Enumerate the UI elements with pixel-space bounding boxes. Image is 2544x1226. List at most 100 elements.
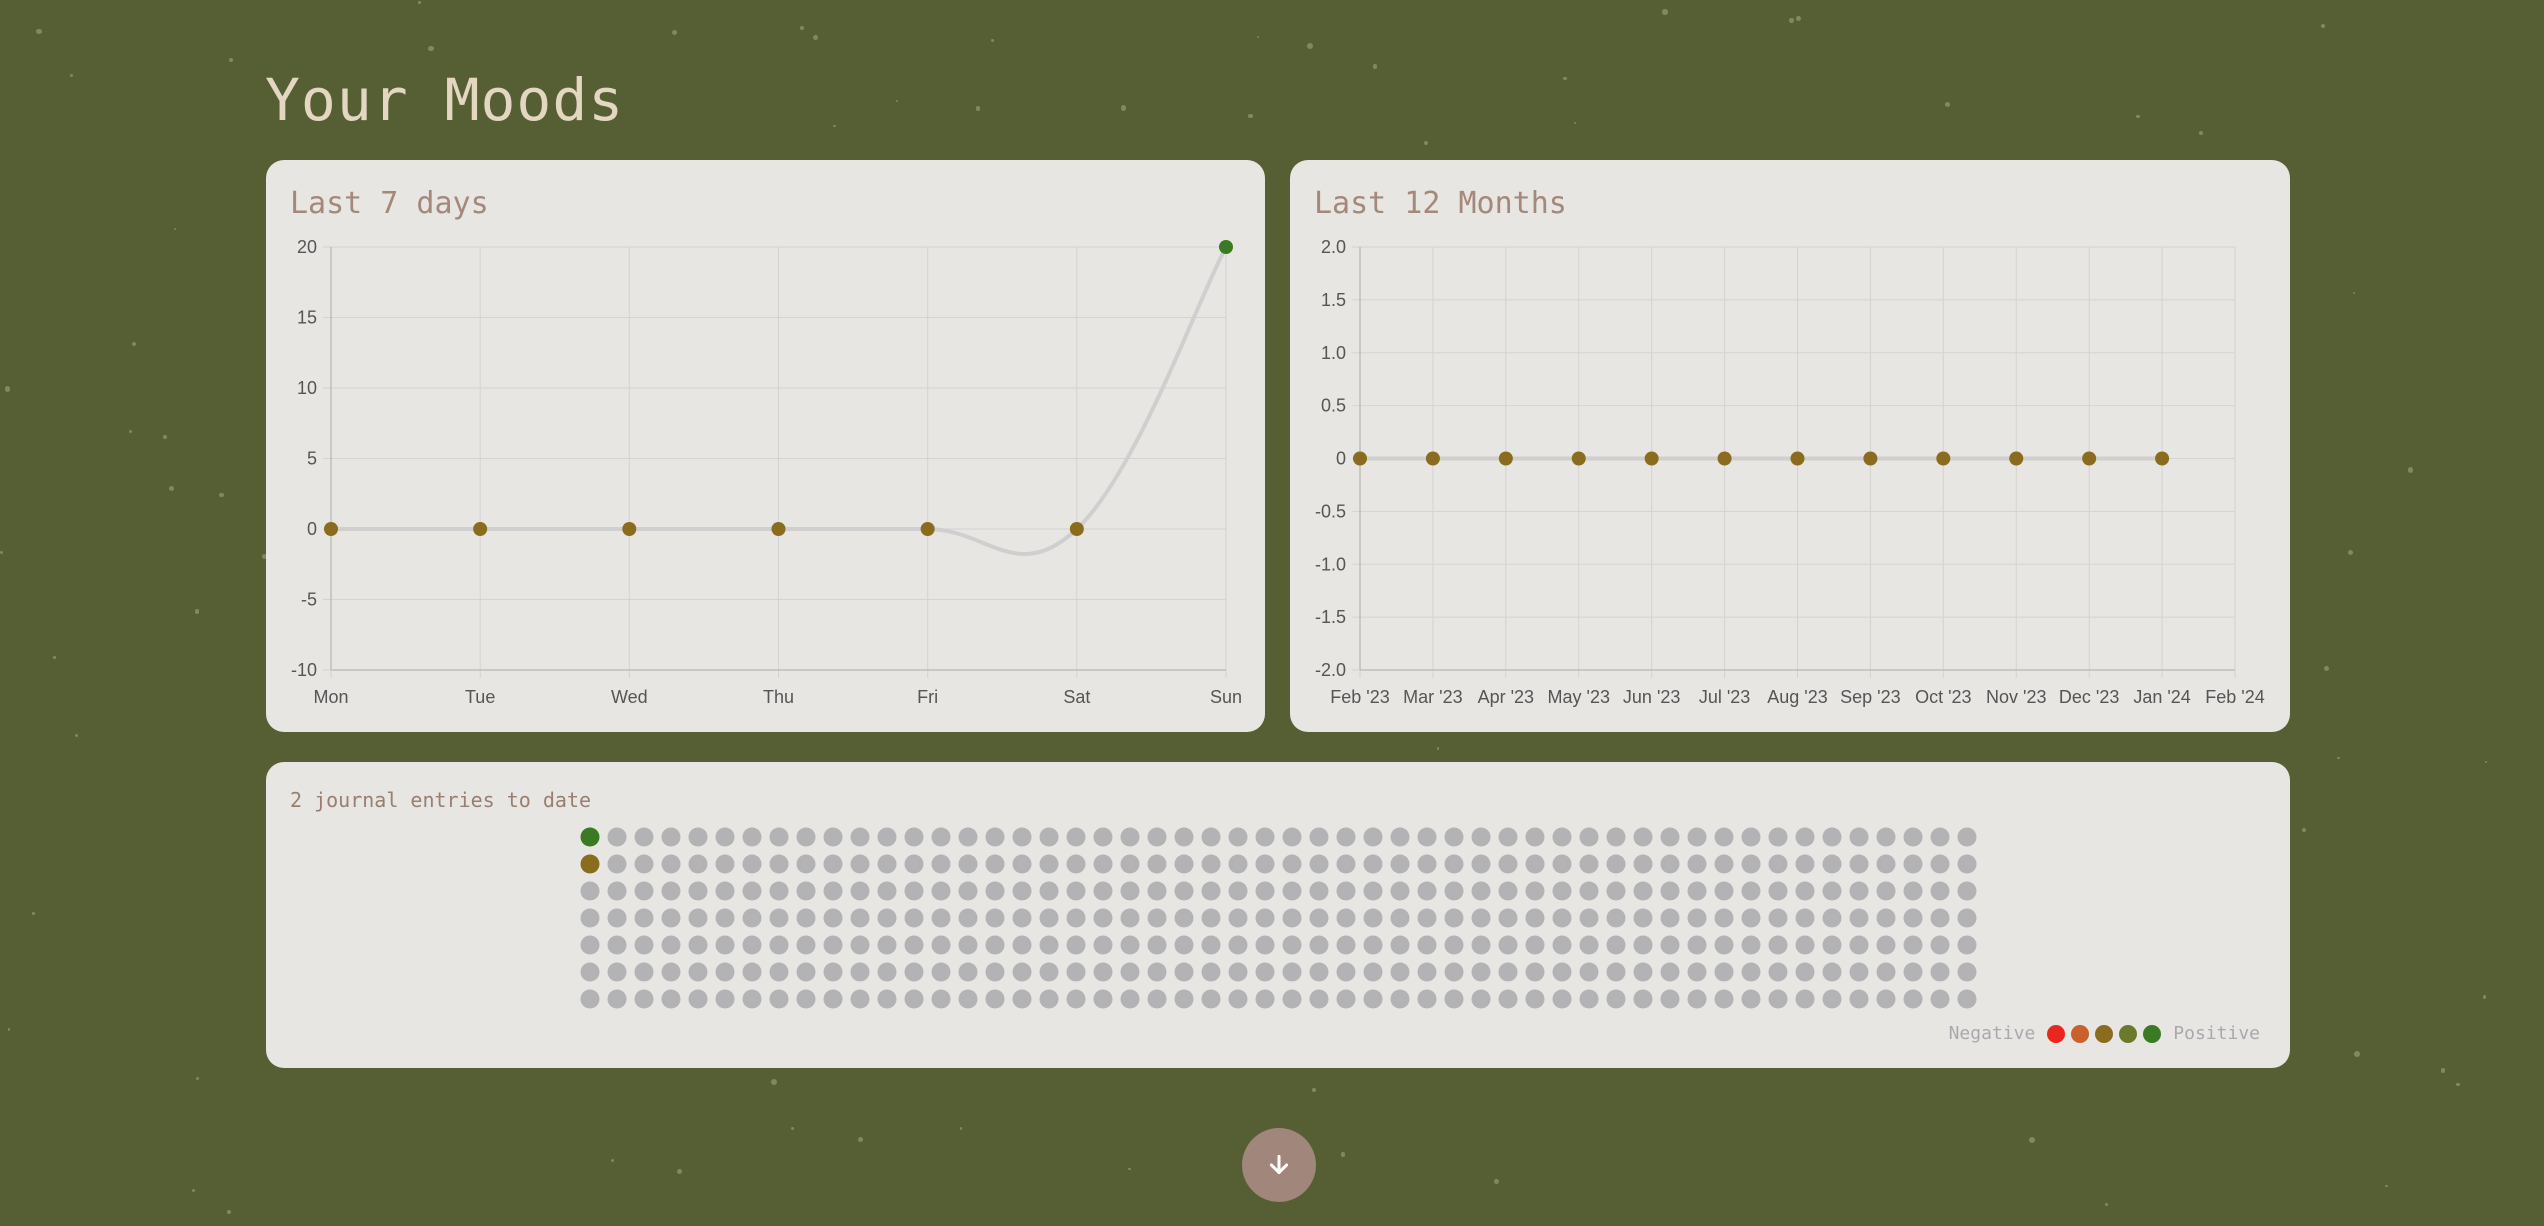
journal-day bbox=[823, 989, 843, 1009]
journal-day bbox=[850, 962, 870, 982]
journal-day bbox=[1930, 881, 1950, 901]
journal-day bbox=[1120, 827, 1140, 847]
journal-day bbox=[1687, 908, 1707, 928]
journal-day bbox=[1309, 827, 1329, 847]
journal-day bbox=[1849, 854, 1869, 874]
journal-day bbox=[1201, 935, 1221, 955]
monthly-mood-card: Last 12 Months 2.0 1.5 1.0 0.5 0 -0.5 -1.0 -1.5… bbox=[1290, 160, 2290, 732]
journal-day bbox=[1417, 881, 1437, 901]
journal-day bbox=[1066, 962, 1086, 982]
journal-day bbox=[1363, 908, 1383, 928]
scroll-down-button[interactable] bbox=[1242, 1128, 1316, 1202]
journal-day bbox=[1795, 881, 1815, 901]
journal-day bbox=[1606, 935, 1626, 955]
journal-day bbox=[769, 908, 789, 928]
journal-day bbox=[607, 908, 627, 928]
journal-day bbox=[1741, 881, 1761, 901]
weekly-mood-card: Last 7 days 20 15 10 5 0 -5 -10 Mon Tue Wed Thu Fri… bbox=[266, 160, 1265, 732]
journal-day bbox=[1444, 935, 1464, 955]
data-point bbox=[1069, 522, 1084, 536]
journal-day bbox=[1849, 908, 1869, 928]
journal-day bbox=[1822, 989, 1842, 1009]
journal-day-filled bbox=[580, 827, 600, 847]
journal-day bbox=[634, 827, 654, 847]
journal-entry-count: 2 journal entries to date bbox=[290, 788, 592, 812]
journal-day bbox=[1498, 989, 1518, 1009]
journal-day bbox=[1093, 827, 1113, 847]
journal-day bbox=[1066, 827, 1086, 847]
journal-day bbox=[1849, 881, 1869, 901]
journal-day bbox=[1012, 935, 1032, 955]
data-point bbox=[2155, 451, 2170, 466]
journal-day bbox=[1147, 989, 1167, 1009]
journal-day bbox=[1093, 989, 1113, 1009]
journal-day bbox=[1309, 881, 1329, 901]
journal-day bbox=[1660, 908, 1680, 928]
journal-day bbox=[1741, 962, 1761, 982]
journal-day bbox=[1039, 962, 1059, 982]
y-tick-label: -2.0 bbox=[1315, 660, 1346, 680]
journal-day bbox=[1012, 854, 1032, 874]
x-tick-label: Thu bbox=[763, 687, 794, 707]
journal-day bbox=[742, 962, 762, 982]
data-point bbox=[1219, 240, 1233, 254]
y-tick-label: 0 bbox=[1336, 449, 1346, 469]
journal-day bbox=[1147, 881, 1167, 901]
page-title: Your Moods bbox=[265, 66, 625, 134]
journal-day bbox=[1120, 962, 1140, 982]
y-tick-label: 2.0 bbox=[1321, 237, 1346, 257]
journal-day bbox=[1228, 989, 1248, 1009]
journal-day bbox=[1660, 935, 1680, 955]
journal-day bbox=[1876, 935, 1896, 955]
journal-day bbox=[1255, 962, 1275, 982]
journal-day bbox=[580, 935, 600, 955]
journal-day bbox=[1957, 827, 1977, 847]
journal-day bbox=[1633, 935, 1653, 955]
journal-day bbox=[715, 962, 735, 982]
y-tick-label: 15 bbox=[297, 308, 317, 328]
data-point bbox=[1425, 451, 1440, 466]
journal-day bbox=[1255, 989, 1275, 1009]
journal-day bbox=[904, 935, 924, 955]
journal-day bbox=[688, 854, 708, 874]
y-tick-label: 5 bbox=[307, 449, 317, 469]
journal-day bbox=[661, 962, 681, 982]
journal-day bbox=[1174, 881, 1194, 901]
journal-day bbox=[607, 854, 627, 874]
journal-day bbox=[688, 962, 708, 982]
journal-day bbox=[1714, 827, 1734, 847]
x-tick-label: Tue bbox=[465, 687, 495, 707]
monthly-mood-chart: 2.0 1.5 1.0 0.5 0 -0.5 -1.0 -1.5 -2.0 Feb '23 Mar … bbox=[1315, 237, 2265, 707]
journal-day bbox=[877, 935, 897, 955]
journal-day bbox=[661, 854, 681, 874]
journal-day bbox=[904, 962, 924, 982]
journal-day bbox=[796, 962, 816, 982]
journal-day bbox=[1957, 989, 1977, 1009]
journal-day bbox=[742, 827, 762, 847]
journal-day bbox=[1498, 854, 1518, 874]
journal-day bbox=[634, 908, 654, 928]
journal-day bbox=[1552, 908, 1572, 928]
x-tick-label: Mon bbox=[313, 687, 348, 707]
journal-day bbox=[1363, 989, 1383, 1009]
journal-day bbox=[1201, 854, 1221, 874]
journal-day bbox=[796, 827, 816, 847]
x-tick-label: Sun bbox=[1210, 687, 1242, 707]
data-point bbox=[1498, 451, 1513, 466]
journal-day bbox=[1066, 935, 1086, 955]
journal-day bbox=[1228, 854, 1248, 874]
journal-day bbox=[877, 854, 897, 874]
journal-day bbox=[1201, 827, 1221, 847]
journal-day bbox=[1228, 935, 1248, 955]
journal-day bbox=[688, 881, 708, 901]
y-tick-label: 0 bbox=[307, 519, 317, 539]
journal-day bbox=[1174, 854, 1194, 874]
journal-day bbox=[661, 935, 681, 955]
journal-day bbox=[1714, 935, 1734, 955]
journal-day bbox=[1444, 827, 1464, 847]
journal-day bbox=[1795, 935, 1815, 955]
journal-day bbox=[661, 989, 681, 1009]
journal-day bbox=[877, 908, 897, 928]
journal-day bbox=[1093, 881, 1113, 901]
y-tick-label: -0.5 bbox=[1315, 501, 1346, 521]
